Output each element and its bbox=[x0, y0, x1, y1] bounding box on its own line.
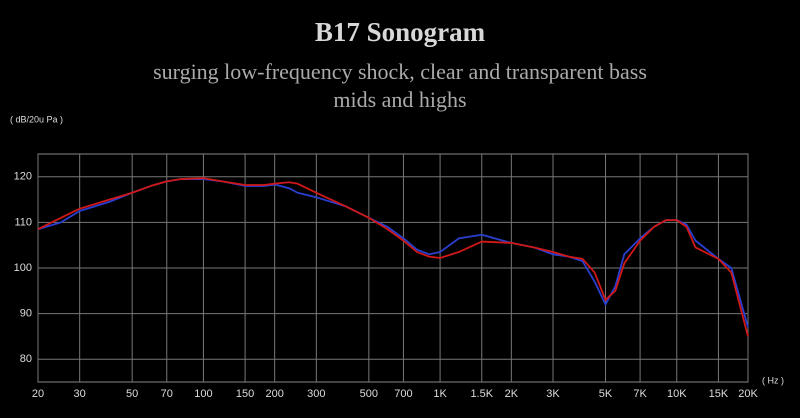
x-tick-label: 300 bbox=[307, 388, 325, 400]
subtitle: surging low-frequency shock, clear and t… bbox=[153, 59, 647, 84]
series-line bbox=[37, 177, 749, 337]
x-axis-label: ( Hz ) bbox=[762, 375, 784, 385]
y-tick-label: 110 bbox=[14, 216, 32, 228]
x-tick-label: 1.5K bbox=[470, 388, 493, 400]
x-tick-label: 5K bbox=[599, 388, 613, 400]
x-tick-label: 20K bbox=[738, 388, 758, 400]
x-tick-label: 50 bbox=[126, 388, 138, 400]
x-tick-label: 1K bbox=[433, 388, 447, 400]
series-line bbox=[37, 178, 749, 328]
x-tick-label: 7K bbox=[633, 388, 647, 400]
y-axis-label: ( dB/20u Pa ) bbox=[10, 114, 63, 124]
x-tick-label: 2K bbox=[505, 388, 519, 400]
y-tick-label: 120 bbox=[14, 171, 32, 183]
x-tick-label: 3K bbox=[546, 388, 560, 400]
x-tick-label: 30 bbox=[74, 388, 86, 400]
chart-title: B17 Sonogram bbox=[315, 17, 486, 47]
x-tick-label: 20 bbox=[32, 388, 44, 400]
y-tick-label: 100 bbox=[14, 262, 32, 274]
x-tick-label: 700 bbox=[394, 388, 412, 400]
subtitle: mids and highs bbox=[333, 87, 466, 112]
x-tick-label: 500 bbox=[360, 388, 378, 400]
y-tick-label: 90 bbox=[20, 308, 32, 320]
x-tick-label: 100 bbox=[194, 388, 212, 400]
x-tick-label: 200 bbox=[265, 388, 283, 400]
y-tick-label: 80 bbox=[20, 353, 32, 365]
x-tick-label: 150 bbox=[236, 388, 254, 400]
x-tick-label: 70 bbox=[161, 388, 173, 400]
x-tick-label: 10K bbox=[667, 388, 687, 400]
x-tick-label: 15K bbox=[709, 388, 729, 400]
